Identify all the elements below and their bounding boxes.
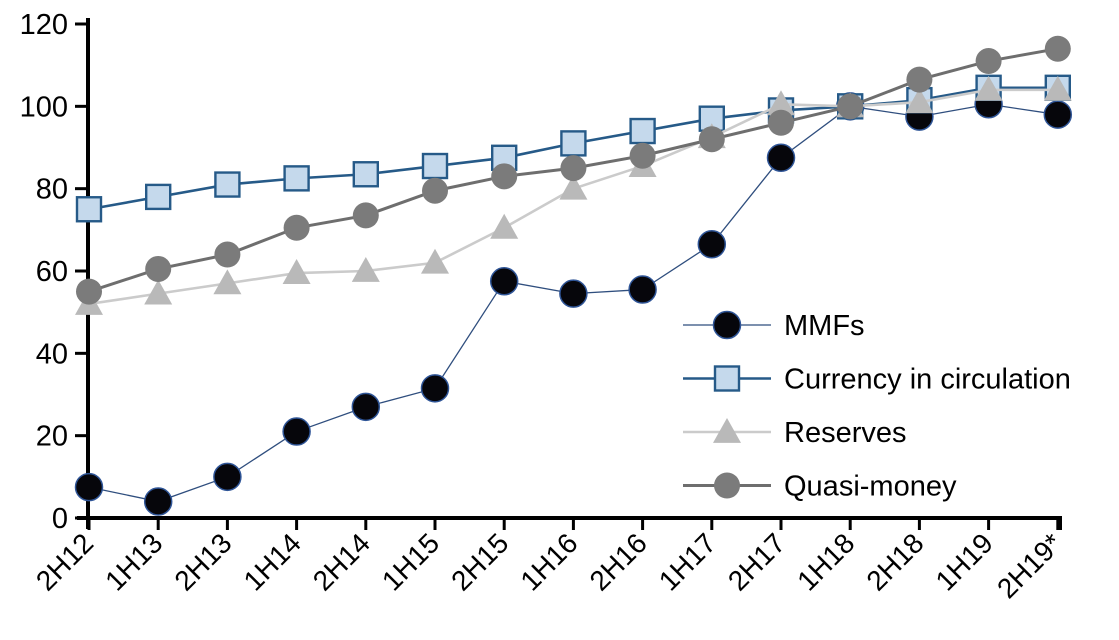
legend-marker-quasi-money — [714, 472, 740, 499]
x-axis-tick-label-2h19: 2H19* — [991, 527, 1068, 604]
y-axis-tick-label: 0 — [52, 503, 68, 535]
y-axis-tick-label: 60 — [36, 256, 68, 288]
data-point-mmfs-1h14 — [282, 417, 311, 446]
y-axis-tick-label: 100 — [20, 91, 68, 123]
data-point-reserves-2h18 — [905, 88, 934, 114]
data-point-currency-in-circulation-2h14 — [352, 161, 379, 188]
data-point-reserves-1h13 — [144, 279, 173, 305]
data-point-mmfs-2h16 — [628, 275, 657, 304]
x-axis-tick-label-2h15: 2H15 — [445, 527, 514, 596]
data-point-currency-in-circulation-2h13 — [214, 171, 241, 198]
data-point-currency-in-circulation-2h16 — [629, 117, 656, 145]
data-point-quasi-money-1h17 — [698, 126, 725, 153]
data-point-mmfs-2h12 — [74, 472, 104, 502]
data-point-currency-in-circulation-1h16 — [560, 130, 587, 157]
data-point-reserves-1h14 — [282, 259, 311, 284]
data-point-quasi-money-2h14 — [352, 202, 379, 229]
data-point-mmfs-1h15 — [420, 374, 450, 403]
data-point-quasi-money-2h16 — [629, 142, 656, 169]
x-axis-tick-label-2h13: 2H13 — [168, 527, 237, 596]
data-point-quasi-money-2h17 — [768, 109, 794, 136]
data-point-quasi-money-1h15 — [422, 177, 448, 204]
data-point-quasi-money-1h18 — [837, 93, 864, 120]
y-axis-tick-label: 120 — [20, 9, 68, 41]
x-axis-tick-label-1h16: 1H16 — [514, 527, 583, 596]
x-axis-tick-label-1h13: 1H13 — [99, 527, 168, 596]
data-point-mmfs-2h19 — [1043, 100, 1073, 129]
data-point-mmfs-2h13 — [213, 462, 242, 492]
data-point-currency-in-circulation-1h15 — [421, 152, 449, 180]
y-axis-tick-label: 20 — [36, 421, 68, 453]
data-point-quasi-money-2h13 — [214, 241, 241, 268]
data-point-mmfs-1h16 — [559, 279, 588, 308]
data-point-quasi-money-1h16 — [560, 155, 587, 182]
data-point-currency-in-circulation-1h13 — [144, 183, 172, 211]
x-axis-tick-label-1h17: 1H17 — [653, 527, 722, 596]
data-point-quasi-money-2h15 — [491, 163, 518, 190]
y-axis-tick-label: 40 — [36, 338, 68, 370]
data-point-quasi-money-1h13 — [145, 255, 172, 282]
x-axis-tick-label-2h17: 2H17 — [722, 527, 791, 596]
data-point-quasi-money-2h19 — [1044, 35, 1071, 62]
legend-marker-currency-in-circulation — [713, 365, 741, 392]
x-axis-tick-label-2h14: 2H14 — [307, 527, 376, 596]
data-point-mmfs-1h13 — [143, 487, 173, 516]
data-point-currency-in-circulation-2h12 — [75, 196, 103, 223]
legend-label-reserves: Reserves — [784, 417, 907, 449]
data-point-mmfs-2h15 — [489, 267, 519, 296]
x-axis-tick-label-2h18: 2H18 — [860, 527, 929, 596]
data-point-mmfs-2h14 — [351, 392, 381, 422]
data-point-reserves-2h14 — [351, 257, 380, 282]
y-axis-tick-label: 80 — [36, 174, 68, 206]
legend-label-currency-in-circulation: Currency in circulation — [784, 364, 1071, 396]
data-point-quasi-money-1h14 — [283, 214, 310, 241]
data-point-currency-in-circulation-1h14 — [283, 165, 310, 192]
x-axis-tick-label-1h18: 1H18 — [791, 527, 860, 596]
data-point-reserves-1h19 — [974, 75, 1003, 101]
x-axis-tick-label-1h19: 1H19 — [930, 527, 999, 596]
legend-marker-reserves — [713, 418, 741, 443]
data-point-reserves-2h17 — [767, 90, 795, 116]
data-point-quasi-money-2h18 — [906, 66, 933, 93]
data-point-reserves-1h16 — [559, 174, 588, 200]
data-point-mmfs-1h17 — [697, 229, 727, 259]
x-axis-tick-label-1h14: 1H14 — [238, 527, 307, 596]
legend-marker-mmfs — [712, 310, 742, 340]
legend-label-quasi-money: Quasi-money — [784, 471, 957, 503]
data-point-reserves-2h13 — [213, 269, 242, 295]
data-point-reserves-1h15 — [421, 248, 449, 274]
data-point-quasi-money-1h19 — [975, 48, 1002, 75]
data-point-mmfs-2h17 — [766, 143, 796, 173]
data-point-reserves-2h19 — [1043, 75, 1072, 101]
data-point-reserves-2h15 — [490, 213, 519, 239]
x-axis-tick-label-2h12: 2H12 — [30, 527, 99, 596]
x-axis-tick-label-1h15: 1H15 — [376, 527, 445, 596]
x-axis-tick-label-2h16: 2H16 — [584, 527, 653, 596]
data-point-quasi-money-2h12 — [76, 278, 102, 305]
legend-label-mmfs: MMFs — [784, 310, 865, 342]
